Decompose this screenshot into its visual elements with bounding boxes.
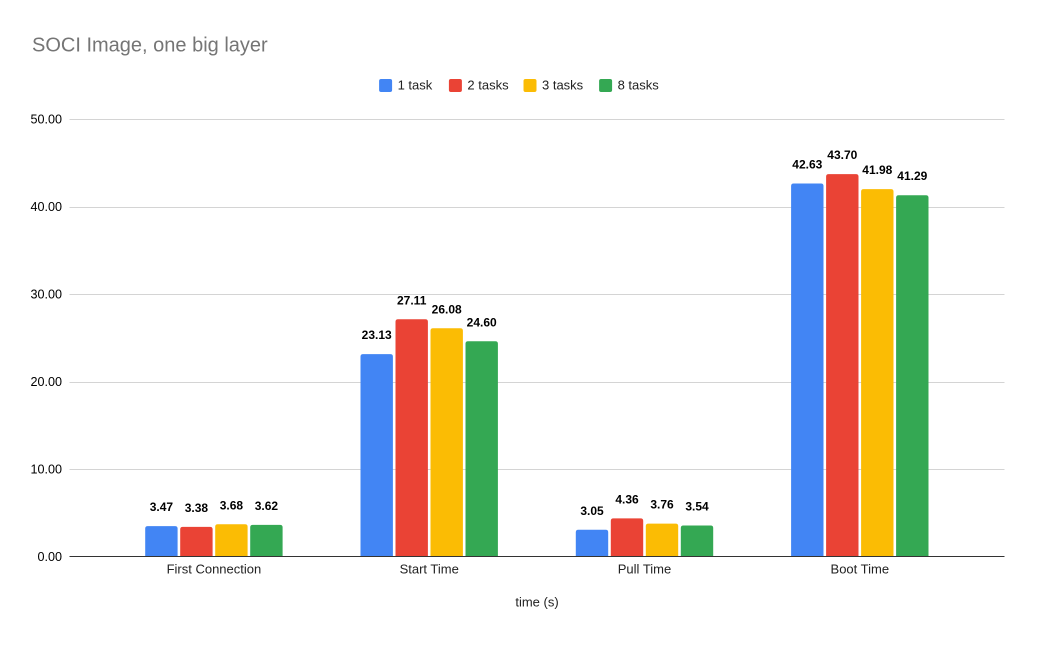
svg-text:24.60: 24.60: [467, 315, 497, 329]
svg-text:41.98: 41.98: [862, 163, 892, 177]
svg-text:1 task: 1 task: [398, 78, 433, 93]
svg-text:3.68: 3.68: [220, 498, 244, 512]
svg-text:8 tasks: 8 tasks: [618, 78, 660, 93]
svg-text:0.00: 0.00: [37, 550, 62, 564]
svg-text:10.00: 10.00: [30, 463, 62, 477]
svg-text:Start Time: Start Time: [400, 562, 459, 577]
svg-text:27.11: 27.11: [397, 293, 427, 307]
svg-text:4.36: 4.36: [615, 492, 639, 506]
svg-text:30.00: 30.00: [30, 288, 62, 302]
svg-text:2 tasks: 2 tasks: [467, 78, 509, 93]
svg-text:41.29: 41.29: [897, 169, 927, 183]
svg-text:First Connection: First Connection: [167, 562, 262, 577]
svg-text:23.13: 23.13: [362, 328, 392, 342]
svg-text:40.00: 40.00: [30, 200, 62, 214]
svg-text:20.00: 20.00: [30, 375, 62, 389]
svg-text:Pull Time: Pull Time: [618, 562, 671, 577]
svg-text:43.70: 43.70: [827, 148, 857, 162]
svg-text:3.54: 3.54: [685, 500, 709, 514]
svg-text:Boot Time: Boot Time: [831, 562, 890, 577]
svg-text:3.05: 3.05: [580, 504, 604, 518]
svg-text:3.47: 3.47: [150, 500, 174, 514]
svg-text:3 tasks: 3 tasks: [542, 78, 584, 93]
svg-text:SOCI Image, one big layer: SOCI Image, one big layer: [32, 35, 268, 57]
svg-text:50.00: 50.00: [30, 113, 62, 127]
svg-text:3.38: 3.38: [185, 501, 209, 515]
svg-text:3.62: 3.62: [255, 499, 279, 513]
svg-text:time (s): time (s): [515, 594, 558, 609]
svg-text:42.63: 42.63: [792, 157, 822, 171]
svg-text:3.76: 3.76: [650, 498, 674, 512]
svg-text:26.08: 26.08: [432, 302, 462, 316]
